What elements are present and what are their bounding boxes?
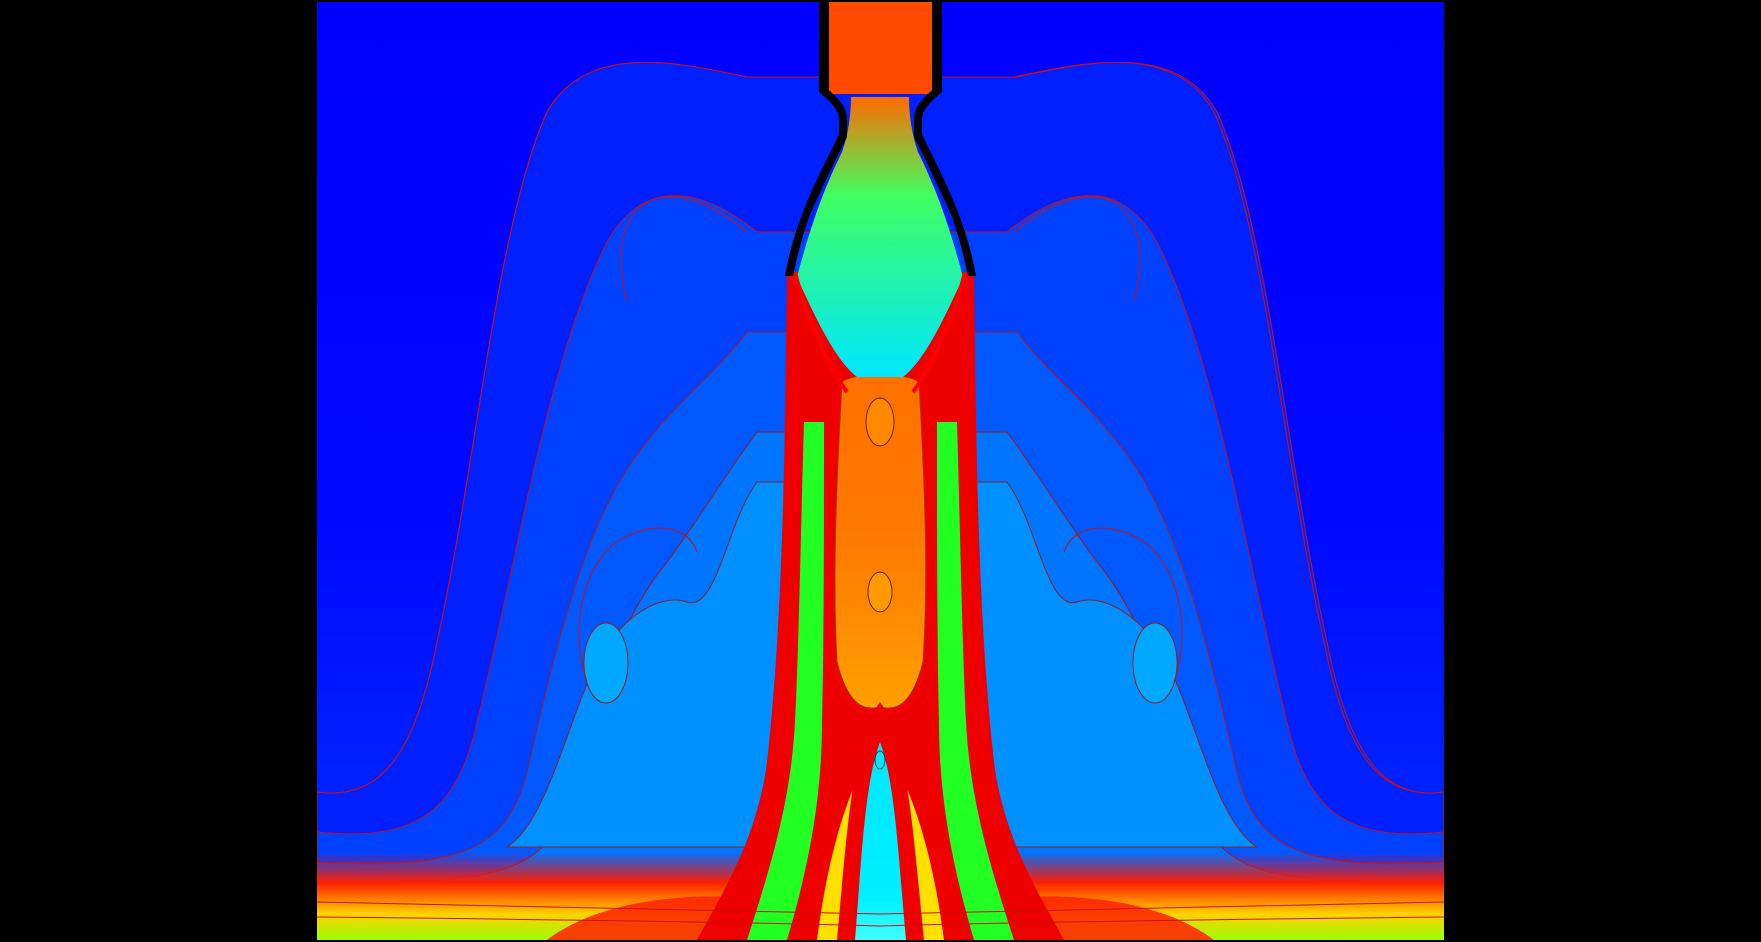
stagnation-stem	[855, 742, 906, 940]
core-cell-1	[865, 397, 895, 447]
stem-cell	[874, 750, 886, 770]
core-cell-2	[867, 571, 893, 613]
contour-plot-area	[317, 2, 1444, 940]
right-vortex-core	[1132, 622, 1178, 704]
shear-green-right	[937, 422, 1014, 940]
lip-shock-right	[911, 271, 967, 394]
nozzle-wall-right	[914, 2, 976, 276]
nozzle-interior	[797, 97, 963, 377]
nozzle-wall-left	[785, 2, 847, 276]
inlet-chamber	[827, 2, 933, 94]
left-vortex-core	[583, 622, 629, 704]
shear-green-left	[747, 422, 824, 940]
contour-field	[317, 2, 1444, 940]
lip-shock-left	[793, 271, 849, 394]
